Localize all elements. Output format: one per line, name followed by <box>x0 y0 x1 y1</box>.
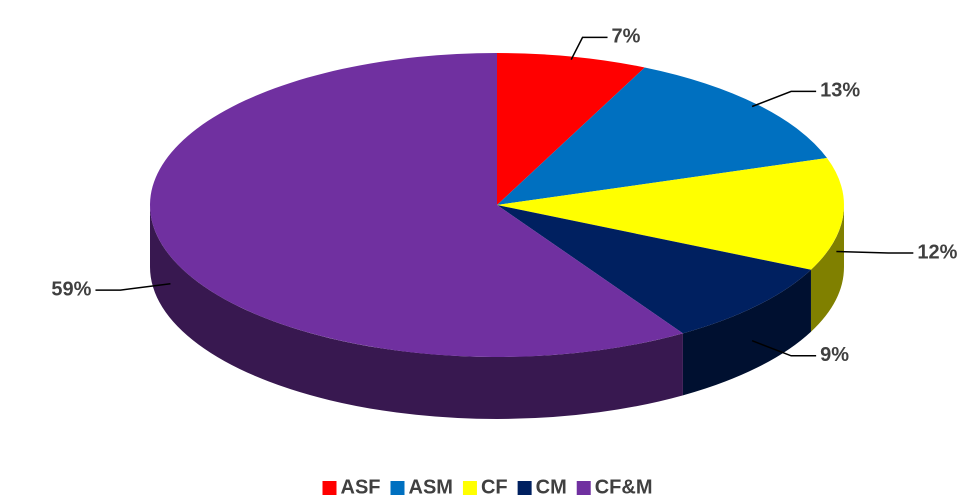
slice <box>149 53 683 357</box>
legend-label: CM <box>536 476 567 495</box>
legend-label: ASM <box>409 476 453 495</box>
slice <box>497 53 645 205</box>
slice <box>497 67 828 206</box>
leader-line <box>836 250 914 254</box>
legend-label: CF <box>481 476 508 495</box>
data-label: 13% <box>820 80 860 102</box>
slice <box>497 205 811 334</box>
data-label: 59% <box>51 278 91 300</box>
slice-side <box>149 205 683 419</box>
legend-swatch <box>517 481 532 495</box>
legend-label: ASF <box>341 476 381 495</box>
legend-swatch <box>390 481 405 495</box>
leader-line <box>95 283 171 291</box>
slice <box>497 158 844 270</box>
legend-swatch <box>322 481 337 495</box>
data-label: 7% <box>612 26 641 48</box>
data-label: 9% <box>820 344 849 366</box>
slice-side <box>682 269 811 396</box>
leader-line <box>751 90 817 108</box>
legend-swatch <box>462 481 477 495</box>
leader-line <box>751 340 817 357</box>
slice-side <box>810 205 844 332</box>
leader-line <box>570 36 608 60</box>
legend-swatch <box>576 481 591 495</box>
data-label: 12% <box>917 241 957 263</box>
legend-label: CF&M <box>595 476 653 495</box>
